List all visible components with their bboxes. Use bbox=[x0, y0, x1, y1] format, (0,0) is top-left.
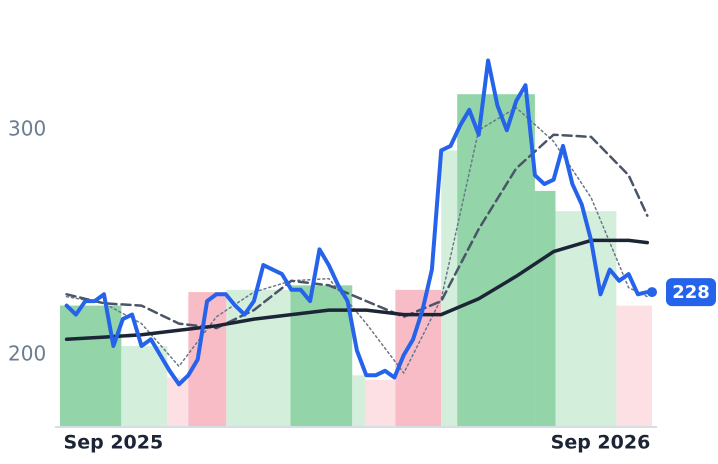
y-tick-label: 300 bbox=[8, 117, 46, 141]
series-line bbox=[65, 106, 649, 374]
x-tick-label: Sep 2026 bbox=[551, 432, 651, 454]
last-point bbox=[647, 287, 657, 298]
y-tick-label: 200 bbox=[8, 342, 46, 366]
volume-band bbox=[352, 375, 366, 427]
volume-band bbox=[60, 305, 122, 427]
volume-band bbox=[457, 94, 535, 428]
series-line bbox=[64, 58, 650, 387]
last-value-label: 228 bbox=[672, 282, 710, 303]
volume-band bbox=[441, 150, 458, 427]
volume-band bbox=[121, 346, 168, 427]
volume-band bbox=[290, 285, 353, 427]
volume-band bbox=[226, 289, 291, 427]
volume-band bbox=[616, 305, 652, 427]
series-line bbox=[65, 133, 649, 330]
volume-band bbox=[188, 292, 227, 427]
volume-band bbox=[167, 377, 189, 427]
volume-band bbox=[534, 190, 556, 427]
volume-band bbox=[365, 379, 396, 427]
last-value-badge bbox=[666, 278, 716, 307]
x-tick-label: Sep 2025 bbox=[64, 432, 164, 454]
series-line bbox=[64, 238, 650, 342]
